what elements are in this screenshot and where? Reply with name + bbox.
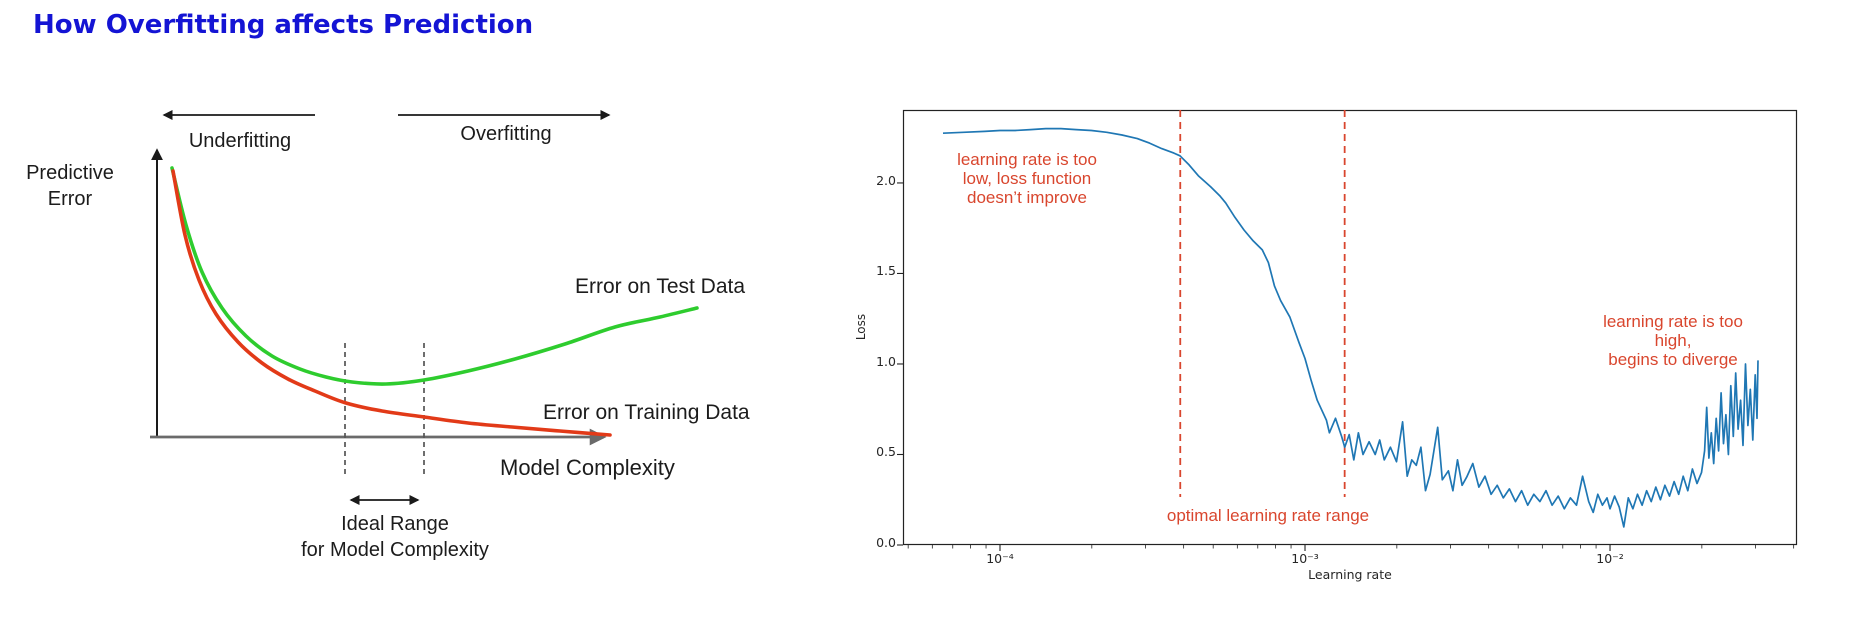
training-error-curve bbox=[171, 169, 612, 437]
x-axis-label-learning-rate: Learning rate bbox=[1308, 567, 1392, 582]
x-tick-label-1e-2: 10⁻² bbox=[1596, 551, 1624, 566]
lr-finder-canvas bbox=[897, 109, 1798, 551]
y-axis-label-loss: Loss bbox=[854, 313, 868, 341]
ideal-range-label: Ideal Range for Model Complexity bbox=[301, 513, 489, 562]
region-label-underfitting: Underfitting bbox=[188, 130, 292, 152]
test-error-curve bbox=[170, 166, 699, 386]
y-axis-label-predictive-error: Predictive Error bbox=[26, 162, 114, 211]
y-tick-label-1.5: 1.5 bbox=[876, 263, 896, 279]
series-label-error-test-data: Error on Test Data bbox=[575, 275, 746, 298]
x-tick-label-1e-3: 10⁻³ bbox=[1291, 551, 1319, 566]
loss-curve bbox=[942, 127, 1759, 528]
y-tick-label-2.0: 2.0 bbox=[876, 172, 896, 188]
annotation-lr-too-high: learning rate is too high, begins to div… bbox=[1603, 312, 1743, 370]
series-label-error-training-data: Error on Training Data bbox=[543, 401, 750, 424]
page-title: How Overfitting affects Prediction bbox=[33, 10, 534, 40]
y-tick-label-1.0: 1.0 bbox=[876, 353, 896, 369]
annotation-optimal-lr-range: optimal learning rate range bbox=[1166, 506, 1370, 525]
plot-border bbox=[902, 109, 1798, 546]
x-tick-label-1e-4: 10⁻⁴ bbox=[986, 551, 1014, 566]
y-tick-label-0.5: 0.5 bbox=[876, 444, 896, 460]
region-label-overfitting: Overfitting bbox=[460, 123, 552, 145]
x-axis-label-model-complexity: Model Complexity bbox=[500, 455, 675, 480]
overfitting-diagram-canvas bbox=[150, 109, 699, 506]
y-tick-label-0.0: 0.0 bbox=[876, 535, 896, 550]
annotation-lr-too-low: learning rate is too low, loss function … bbox=[957, 150, 1097, 208]
